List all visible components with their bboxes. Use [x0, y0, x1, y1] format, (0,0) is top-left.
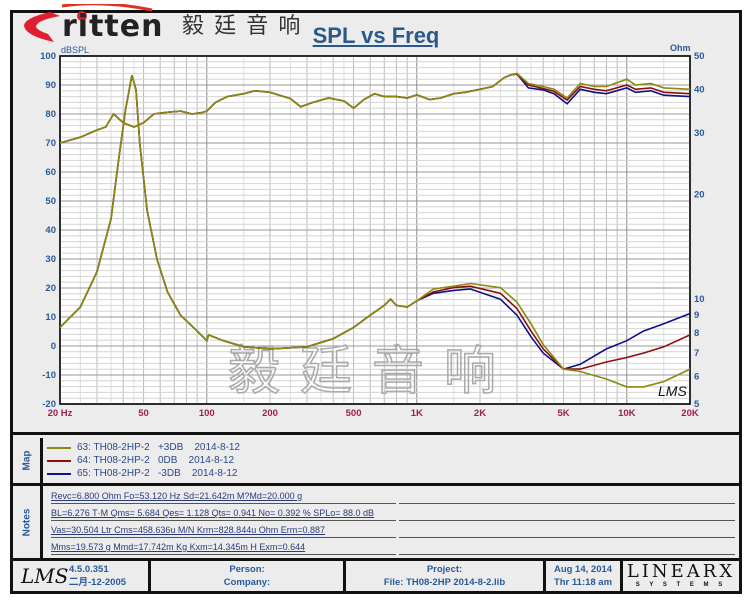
y-left-tick-label: -10 [42, 370, 56, 381]
y-right-tick-label: 9 [694, 310, 699, 321]
y-left-tick-label: 50 [45, 196, 56, 207]
y-right-tick-label: 40 [694, 85, 705, 96]
project-cell: Project: File: TH08-2HP 2014-8-2.lib [346, 561, 546, 591]
note-line: Vas=30.504 Ltr Cms=458.636u M/N Krm=828.… [51, 525, 396, 538]
note-line-blank [399, 491, 735, 504]
legend-label: 63: TH08-2HP-2 +3DB 2014-8-12 [77, 442, 240, 453]
x-tick-label: 20K [681, 408, 699, 419]
x-tick-label: 500 [346, 408, 362, 419]
spl-curve [59, 72, 691, 144]
eritten-logo: ritten 毅 廷 音 响 [22, 4, 312, 44]
x-tick-label: 50 [138, 408, 149, 419]
y-left-tick-label: 90 [45, 80, 56, 91]
y-right-tick-label: 6 [694, 371, 699, 382]
lms-logo: LMS [21, 564, 69, 588]
map-panel: Map 63: TH08-2HP-2 +3DB 2014-8-12 64: TH0… [13, 438, 739, 486]
legend-item: 64: TH08-2HP-2 0DB 2014-8-12 [47, 455, 234, 466]
legend-swatch [47, 446, 71, 449]
lms-window: SPL vs Freq 毅廷音响 20 Hz 50 100 200 500 1K 2K 5K 10… [10, 10, 742, 594]
legend-item: 65: TH08-2HP-2 -3DB 2014-8-12 [47, 468, 237, 479]
person-cell: Person: Company: [151, 561, 346, 591]
chart-title: SPL vs Freq [312, 23, 440, 48]
plot-lms-logo: LMS [658, 383, 687, 399]
map-label: Map [21, 450, 32, 471]
y-left-tick-label: 60 [45, 167, 56, 178]
y-left-axis-label: dBSPL [61, 45, 89, 55]
time: Thr 11:18 am [553, 577, 613, 588]
y-left-tick-label: 40 [45, 225, 56, 236]
note-line-blank [399, 508, 735, 521]
y-left-tick-label: -20 [42, 399, 56, 410]
y-left-tick-label: 70 [45, 138, 56, 149]
legend-label: 64: TH08-2HP-2 0DB 2014-8-12 [77, 455, 235, 466]
company-label: Company: [223, 577, 271, 588]
y-right-tick-label: 10 [694, 294, 705, 305]
x-tick-label: 2K [474, 408, 486, 419]
note-line: Mms=19.573 g Mmd=17.742m Kg Kxm=14.345m … [51, 542, 396, 555]
linearx-logo: LINEARX S Y S T E M S [626, 561, 736, 589]
y-right-tick-label: 7 [694, 348, 699, 359]
y-right-tick-label: 50 [694, 51, 705, 62]
y-right-axis-label: Ohm [670, 43, 691, 53]
note-line-blank [399, 525, 735, 538]
legend-swatch [47, 472, 71, 475]
plot-border [59, 55, 691, 405]
datetime-cell: Aug 14, 2014 Thr 11:18 am [546, 561, 623, 591]
x-tick-label: 1K [411, 408, 423, 419]
project-label: Project: [426, 564, 463, 575]
watermark: 毅廷音响 [228, 343, 516, 401]
date: Aug 14, 2014 [553, 564, 613, 575]
x-tick-label: 100 [199, 408, 215, 419]
notes-label: Notes [21, 508, 33, 536]
note-line: BL=6.276 T·M Qms= 5.684 Qes= 1.128 Qts= … [51, 508, 396, 521]
y-right-tick-label: 20 [694, 189, 705, 200]
notes-panel: Notes Revc=6.800 Ohm Fo=53.120 Hz Sd=21.… [13, 486, 739, 561]
x-tick-label: 200 [262, 408, 278, 419]
x-tick-label: 10K [618, 408, 636, 419]
y-right-tick-label: 5 [694, 399, 700, 410]
version: 4.5.0.351 [69, 564, 109, 575]
build-date: 二月-12-2005 [69, 577, 127, 588]
file-name: File: TH08-2HP 2014-8-2.lib [383, 577, 506, 588]
footer: LMS 4.5.0.351 二月-12-2005 Person: Company… [13, 561, 739, 591]
x-tick-label: 20 Hz [48, 408, 73, 419]
y-left-tick-label: 0 [51, 341, 56, 352]
note-line: Revc=6.800 Ohm Fo=53.120 Hz Sd=21.642m M… [51, 491, 396, 504]
y-left-tick-label: 100 [40, 51, 56, 62]
note-line-blank [399, 542, 735, 555]
legend-label: 65: TH08-2HP-2 -3DB 2014-8-12 [77, 468, 238, 479]
graph-panel: SPL vs Freq 毅廷音响 20 Hz 50 100 200 500 1K 2K 5K 10… [13, 13, 739, 435]
y-right-tick-label: 8 [694, 328, 699, 339]
y-left-tick-label: 30 [45, 254, 56, 265]
y-left-tick-label: 20 [45, 283, 56, 294]
person-label: Person: [229, 564, 265, 575]
version-cell: LMS 4.5.0.351 二月-12-2005 [13, 561, 151, 591]
y-left-tick-label: 80 [45, 109, 56, 120]
impedance-curve [59, 75, 691, 388]
y-left-tick-label: 10 [45, 312, 56, 323]
legend-swatch [47, 459, 71, 462]
y-right-tick-label: 30 [694, 128, 705, 139]
legend-item: 63: TH08-2HP-2 +3DB 2014-8-12 [47, 442, 240, 453]
x-tick-label: 5K [557, 408, 569, 419]
